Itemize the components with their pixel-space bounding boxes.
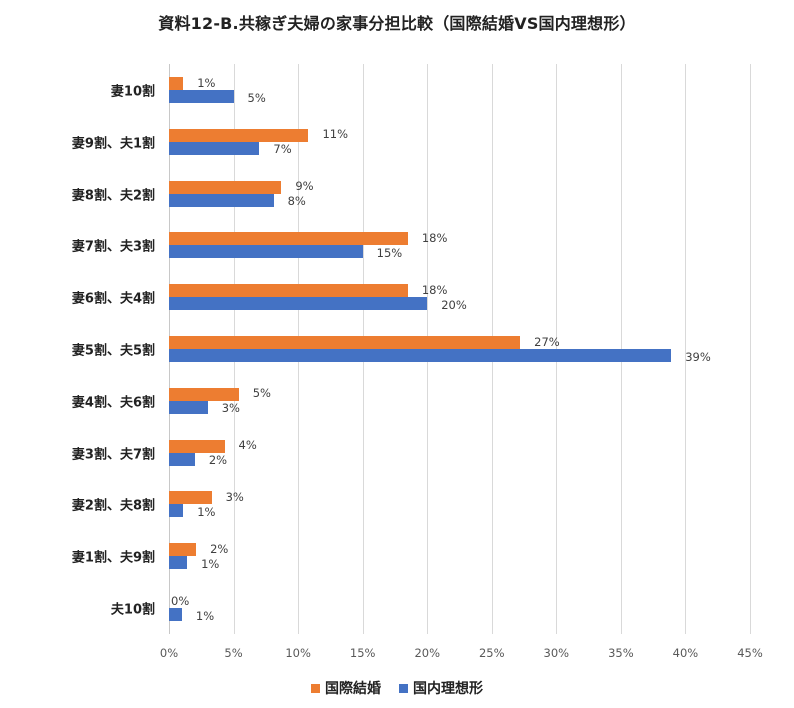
bar-domestic-ideal[interactable] (169, 608, 182, 621)
category-label: 妻2割、夫8割 (71, 498, 155, 514)
plot-area: 1% 5% 11% 7% 9% 8% 18% 15% 18% 20% 27% 39% 5% 3% 4% 2% 3… (169, 64, 751, 634)
bar-international[interactable] (169, 284, 408, 298)
data-label: 1% (195, 608, 215, 623)
legend-item-domestic-ideal[interactable]: 国内理想形 (399, 678, 483, 698)
legend-swatch-blue (399, 683, 408, 693)
data-label: 4% (238, 438, 257, 453)
bar-international[interactable] (169, 77, 184, 90)
category-label: 妻7割、夫3割 (71, 239, 155, 255)
category-label: 妻4割、夫6割 (71, 395, 155, 411)
data-label: 15% (376, 245, 403, 260)
bar-domestic-ideal[interactable] (169, 90, 234, 103)
category-label: 妻3割、夫7割 (71, 447, 155, 463)
bar-international[interactable] (169, 543, 197, 557)
bar-international[interactable] (169, 128, 309, 142)
category-label: 妻1割、夫9割 (71, 550, 155, 566)
data-label: 1% (201, 556, 220, 571)
data-label: 20% (441, 297, 467, 312)
category-label: 妻5割、夫5割 (71, 343, 155, 359)
data-label: 8% (287, 194, 306, 209)
bar-domestic-ideal[interactable] (169, 556, 188, 570)
category-label: 夫10割 (110, 602, 155, 618)
chart-title: 資料12-B.共稼ぎ夫婦の家事分担比較（国際結婚VS国内理想形） (158, 14, 636, 33)
category-label: 妻6割、夫4割 (71, 291, 155, 307)
x-tick-label: 45% (737, 646, 763, 660)
category-label: 妻9割、夫1割 (71, 136, 155, 152)
bar-domestic-ideal[interactable] (169, 297, 428, 311)
bar-international[interactable] (169, 180, 282, 194)
x-tick-label: 20% (414, 646, 440, 660)
data-label: 5% (247, 90, 266, 105)
x-tick-label: 15% (349, 646, 376, 660)
data-label: 7% (273, 142, 292, 157)
data-label: 18% (421, 230, 448, 245)
bar-international[interactable] (169, 387, 239, 401)
bar-international[interactable] (169, 336, 521, 349)
data-label: 27% (534, 334, 560, 349)
bar-domestic-ideal[interactable] (169, 141, 260, 155)
data-label: 9% (295, 179, 314, 194)
bar-domestic-ideal[interactable] (169, 452, 195, 466)
data-label: 18% (421, 282, 448, 297)
data-label: 2% (210, 541, 229, 556)
data-label: 39% (685, 349, 711, 364)
category-label: 妻8割、夫2割 (71, 188, 155, 204)
legend-swatch-orange (311, 683, 320, 693)
bar-domestic-ideal[interactable] (169, 193, 274, 207)
bar-international[interactable] (169, 439, 225, 453)
gridline (685, 64, 686, 634)
x-tick-label: 35% (608, 646, 634, 660)
data-label: 2% (208, 453, 228, 468)
x-tick-label: 0% (159, 646, 179, 660)
legend-item-international[interactable]: 国際結婚 (311, 678, 381, 698)
bar-domestic-ideal[interactable] (169, 504, 184, 518)
data-label: 3% (225, 489, 244, 504)
data-label: 3% (221, 401, 240, 416)
data-label: 0% (171, 593, 190, 608)
data-label: 11% (322, 127, 348, 142)
bar-international[interactable] (169, 232, 408, 246)
legend-label: 国内理想形 (413, 681, 483, 697)
x-tick-label: 5% (224, 646, 243, 660)
data-label: 1% (197, 504, 216, 519)
legend: 国際結婚 国内理想形 (0, 678, 794, 698)
x-tick-label: 30% (543, 646, 570, 660)
bar-domestic-ideal[interactable] (169, 400, 208, 414)
bar-international[interactable] (169, 491, 212, 505)
x-tick-label: 10% (285, 646, 311, 660)
gridline (750, 64, 751, 634)
bar-domestic-ideal[interactable] (169, 245, 363, 259)
data-label: 1% (197, 75, 216, 90)
legend-label: 国際結婚 (325, 681, 381, 697)
x-tick-label: 40% (672, 646, 699, 660)
bar-domestic-ideal[interactable] (169, 349, 672, 362)
category-label: 妻10割 (110, 84, 155, 100)
data-label: 5% (252, 386, 271, 401)
x-tick-label: 25% (478, 646, 505, 660)
